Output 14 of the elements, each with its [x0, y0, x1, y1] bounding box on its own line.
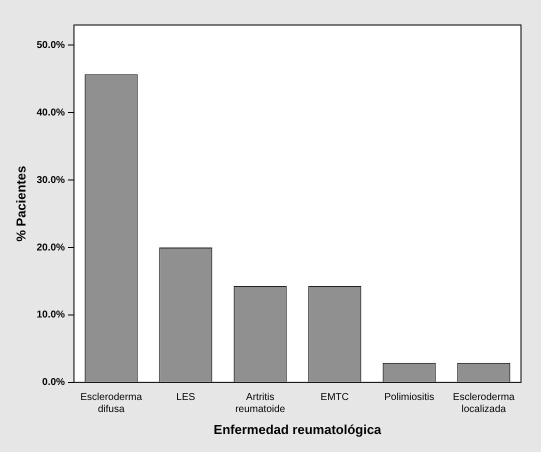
- y-tick-label: 50.0%: [36, 40, 66, 51]
- x-tick-label: Escleroderma difusa: [80, 392, 142, 416]
- y-tick-label: 10.0%: [36, 310, 66, 321]
- y-tick-label: 30.0%: [36, 174, 66, 186]
- x-tick-label: Artritis reumatoide: [235, 392, 286, 416]
- y-tick-label: 40.0%: [36, 107, 66, 118]
- x-tick-label: EMTC: [320, 392, 349, 404]
- y-axis-title: % Pacientes: [13, 166, 28, 242]
- x-tick-label: LES: [176, 392, 196, 404]
- x-axis-title: Enfermedad reumatológica: [214, 422, 382, 437]
- x-tick-label: Polimiositis: [384, 392, 434, 404]
- x-tick-label: Escleroderma localizada: [452, 392, 516, 416]
- y-tick-label: 0.0%: [42, 377, 66, 388]
- y-tick-label: 20.0%: [36, 242, 66, 254]
